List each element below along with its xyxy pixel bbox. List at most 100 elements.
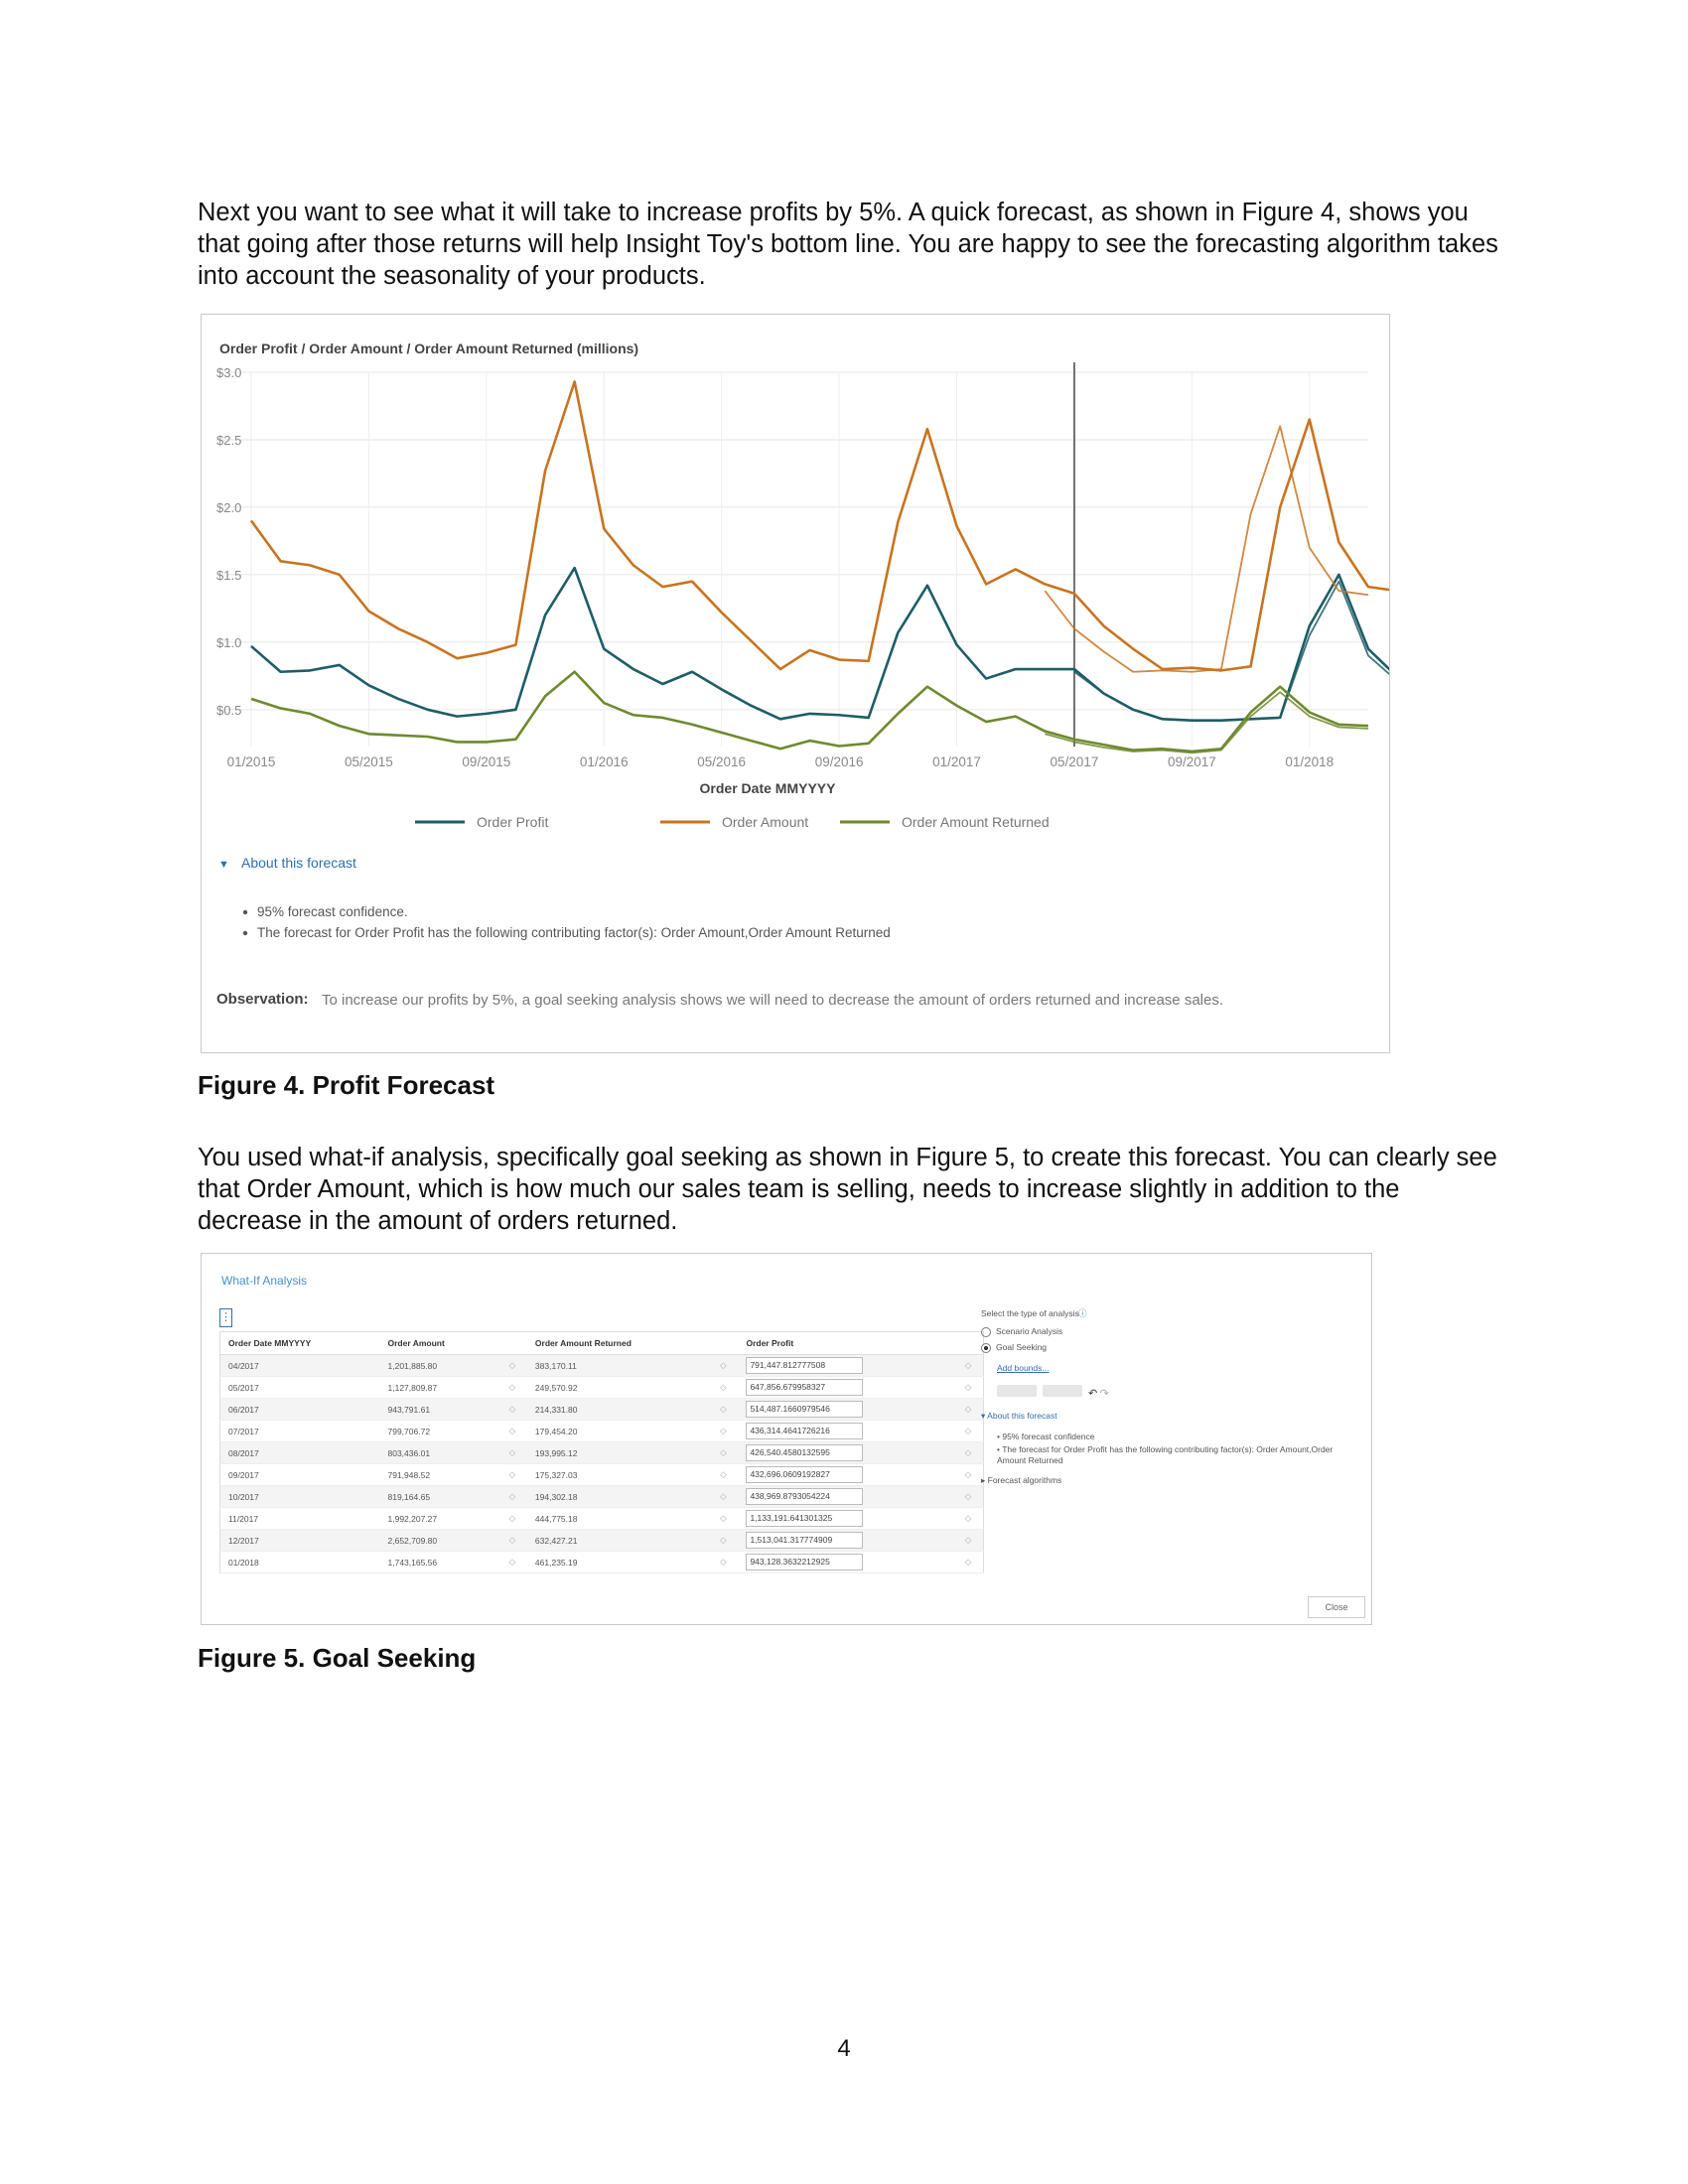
vertical-dots-icon[interactable]: ⋮	[219, 1308, 232, 1327]
returned-cell[interactable]: 179,454.20	[526, 1420, 709, 1442]
profit-input[interactable]: 1,133,191.641301325	[746, 1510, 864, 1527]
lock-icon[interactable]: ◇	[708, 1398, 739, 1421]
lock-icon[interactable]: ◇	[708, 1485, 739, 1508]
about-forecast-toggle[interactable]: About this forecast	[241, 855, 356, 871]
amount-cell[interactable]: 799,706.72	[379, 1420, 497, 1442]
lock-icon[interactable]: ◇	[953, 1485, 984, 1508]
profit-input[interactable]: 432,696.0609192827	[746, 1466, 864, 1483]
close-button[interactable]: Close	[1308, 1596, 1365, 1618]
lock-icon[interactable]: ◇	[496, 1376, 527, 1399]
lock-icon[interactable]: ◇	[708, 1376, 739, 1399]
lock-icon[interactable]: ◇	[496, 1529, 527, 1552]
radio-icon[interactable]	[981, 1326, 991, 1337]
amount-cell[interactable]: 1,992,207.27	[379, 1507, 497, 1530]
table-row: 10/2017 819,164.65 ◇ 194,302.18 ◇ 438,969.879…	[219, 1485, 984, 1508]
returned-cell[interactable]: 632,427.21	[526, 1529, 709, 1552]
lock-icon[interactable]: ◇	[953, 1529, 984, 1552]
lock-icon[interactable]: ◇	[496, 1441, 527, 1464]
lock-icon[interactable]: ◇	[953, 1551, 984, 1573]
lock-icon[interactable]: ◇	[953, 1354, 984, 1377]
bullet-dot	[242, 930, 248, 936]
profit-input[interactable]: 438,969.8793054224	[746, 1488, 864, 1505]
lock-icon[interactable]: ◇	[708, 1463, 739, 1486]
profit-input[interactable]: 791,447.812777508	[746, 1357, 864, 1374]
x-tick-label: 01/2016	[580, 754, 629, 769]
lock-icon[interactable]: ◇	[953, 1420, 984, 1442]
x-tick-label: 01/2015	[227, 754, 276, 769]
table-row: 11/2017 1,992,207.27 ◇ 444,775.18 ◇ 1,133,191…	[219, 1507, 984, 1530]
observation-label: Observation:	[216, 991, 309, 1008]
returned-cell[interactable]: 461,235.19	[526, 1551, 709, 1573]
lock-icon[interactable]: ◇	[496, 1398, 527, 1421]
run-button[interactable]	[997, 1385, 1037, 1397]
what-if-table: Order Date MMYYYY Order Amount Order Amo…	[219, 1331, 984, 1573]
forecast-chart: Order Profit / Order Amount / Order Amou…	[216, 341, 1389, 1008]
date-cell: 09/2017	[219, 1463, 380, 1486]
radio-selected-icon[interactable]	[981, 1342, 991, 1353]
returned-cell[interactable]: 193,995.12	[526, 1441, 709, 1464]
forecast-algorithms-toggle[interactable]: ▸ Forecast algorithms	[981, 1475, 1062, 1485]
profit-input[interactable]: 1,513,041.317774909	[746, 1532, 864, 1549]
help-icon[interactable]: ⓘ	[1078, 1308, 1087, 1318]
lock-icon[interactable]: ◇	[953, 1507, 984, 1530]
lock-icon[interactable]: ◇	[496, 1420, 527, 1442]
redo-icon[interactable]: ↷	[1099, 1388, 1109, 1400]
lock-icon[interactable]: ◇	[708, 1551, 739, 1573]
returned-cell[interactable]: 383,170.11	[526, 1354, 709, 1377]
y-tick-label: $2.5	[216, 433, 241, 448]
date-cell: 12/2017	[219, 1529, 380, 1552]
undo-icon[interactable]: ↶	[1088, 1388, 1098, 1400]
what-if-title: What-If Analysis	[221, 1274, 308, 1288]
lock-icon[interactable]: ◇	[496, 1463, 527, 1486]
lock-icon[interactable]: ◇	[708, 1420, 739, 1442]
date-cell: 01/2018	[219, 1551, 380, 1573]
lock-icon[interactable]: ◇	[708, 1354, 739, 1377]
lock-icon[interactable]: ◇	[496, 1507, 527, 1530]
returned-cell[interactable]: 444,775.18	[526, 1507, 709, 1530]
amount-cell[interactable]: 1,201,885.80	[379, 1354, 497, 1377]
legend-label: Order Profit	[477, 814, 548, 830]
lock-icon[interactable]: ◇	[953, 1463, 984, 1486]
lock-icon[interactable]: ◇	[953, 1398, 984, 1421]
amount-cell[interactable]: 943,791.61	[379, 1398, 497, 1421]
lock-icon[interactable]: ◇	[708, 1529, 739, 1552]
amount-cell[interactable]: 819,164.65	[379, 1485, 497, 1508]
profit-input[interactable]: 436,314.4641726216	[746, 1423, 864, 1439]
scenario-radio[interactable]: Scenario Analysis	[981, 1326, 1062, 1337]
amount-cell[interactable]: 1,127,809.87	[379, 1376, 497, 1399]
y-tick-label: $1.5	[216, 568, 241, 583]
side-bullet-1: • 95% forecast confidence	[997, 1432, 1095, 1441]
figure4-caption: Figure 4. Profit Forecast	[198, 1070, 495, 1100]
add-bounds-link[interactable]: Add bounds...	[997, 1363, 1050, 1373]
returned-cell[interactable]: 214,331.80	[526, 1398, 709, 1421]
returned-cell[interactable]: 249,570.92	[526, 1376, 709, 1399]
reset-button[interactable]	[1043, 1385, 1082, 1397]
returned-cell[interactable]: 175,327.03	[526, 1463, 709, 1486]
x-tick-label: 09/2015	[462, 754, 510, 769]
goal-seeking-radio[interactable]: Goal Seeking	[981, 1342, 1047, 1353]
lock-icon[interactable]: ◇	[953, 1376, 984, 1399]
amount-cell[interactable]: 2,652,709.80	[379, 1529, 497, 1552]
lock-icon[interactable]: ◇	[496, 1551, 527, 1573]
amount-cell[interactable]: 1,743,165.56	[379, 1551, 497, 1573]
amount-cell[interactable]: 803,436.01	[379, 1441, 497, 1464]
triangle-down-icon[interactable]: ▼	[218, 859, 229, 871]
lock-icon[interactable]: ◇	[708, 1441, 739, 1464]
lock-icon[interactable]: ◇	[496, 1485, 527, 1508]
date-cell: 04/2017	[219, 1354, 380, 1377]
returned-cell[interactable]: 194,302.18	[526, 1485, 709, 1508]
table-row: 06/2017 943,791.61 ◇ 214,331.80 ◇ 514,487.166…	[219, 1398, 984, 1421]
profit-cell: 436,314.4641726216	[738, 1420, 953, 1442]
col-profit: Order Profit	[738, 1331, 953, 1355]
lock-icon[interactable]: ◇	[496, 1354, 527, 1377]
about-forecast-toggle[interactable]: ▾ About this forecast	[981, 1411, 1057, 1421]
profit-input[interactable]: 514,487.1660979546	[746, 1401, 864, 1418]
profit-input[interactable]: 647,856.679958327	[746, 1379, 864, 1396]
date-cell: 05/2017	[219, 1376, 380, 1399]
lock-icon[interactable]: ◇	[708, 1507, 739, 1530]
amount-cell[interactable]: 791,948.52	[379, 1463, 497, 1486]
profit-input[interactable]: 943,128.3632212925	[746, 1554, 864, 1570]
profit-input[interactable]: 426,540.4580132595	[746, 1444, 864, 1461]
table-row: 08/2017 803,436.01 ◇ 193,995.12 ◇ 426,540.458…	[219, 1441, 984, 1464]
lock-icon[interactable]: ◇	[953, 1441, 984, 1464]
